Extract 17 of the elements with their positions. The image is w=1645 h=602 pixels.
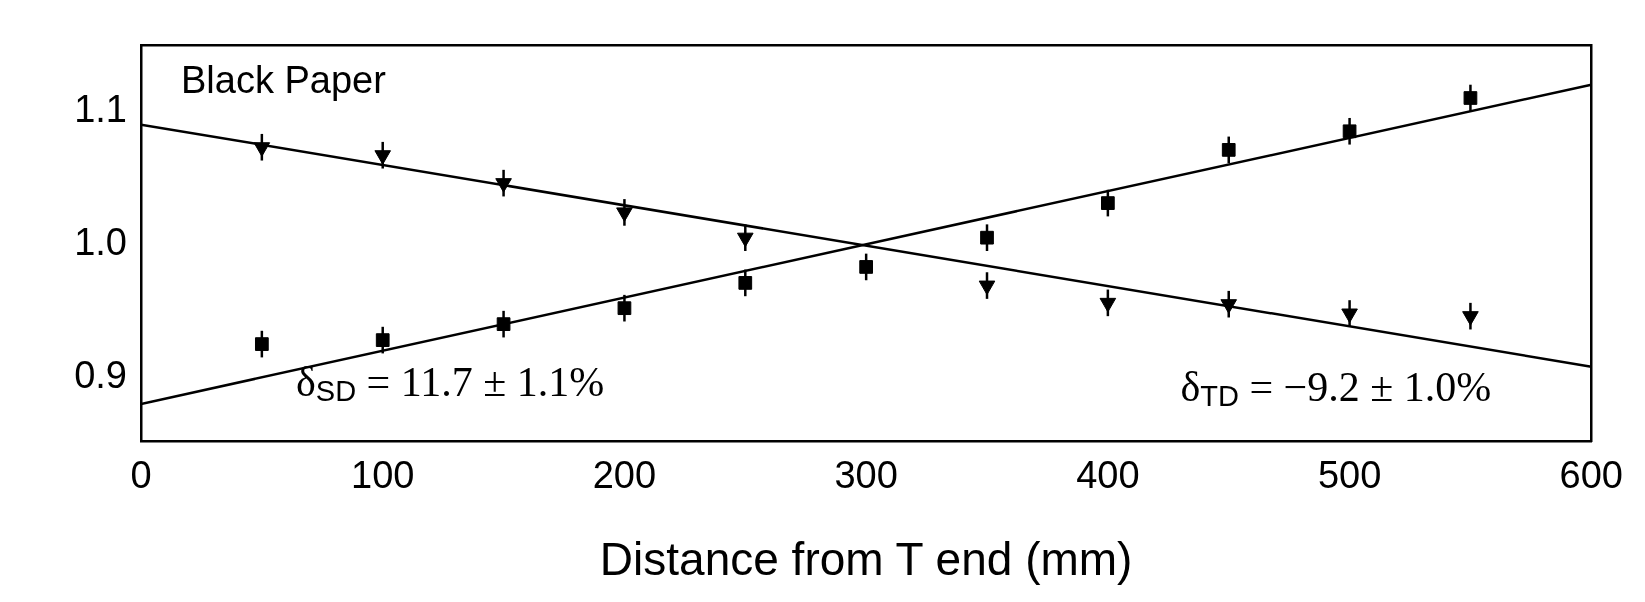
point xyxy=(980,230,994,245)
y-tick-label: 0.9 xyxy=(74,353,127,396)
x-tick-label: 500 xyxy=(1317,454,1382,497)
x-tick-label: 100 xyxy=(351,454,415,497)
point xyxy=(1101,196,1115,210)
x-axis-title: Distance from T end (mm) xyxy=(599,533,1133,586)
x-tick-label: 200 xyxy=(592,454,657,497)
x-tick-label: 0 xyxy=(130,454,152,497)
y-tick-label: 1.1 xyxy=(74,87,127,130)
x-tick-label: 600 xyxy=(1559,454,1623,497)
annotation: Black Paper xyxy=(181,58,387,101)
point xyxy=(859,260,874,274)
x-tick-label: 300 xyxy=(834,454,898,497)
x-tick-label: 400 xyxy=(1076,454,1140,497)
point xyxy=(254,337,269,351)
y-tick-label: 1.0 xyxy=(74,220,127,263)
point xyxy=(978,280,996,296)
